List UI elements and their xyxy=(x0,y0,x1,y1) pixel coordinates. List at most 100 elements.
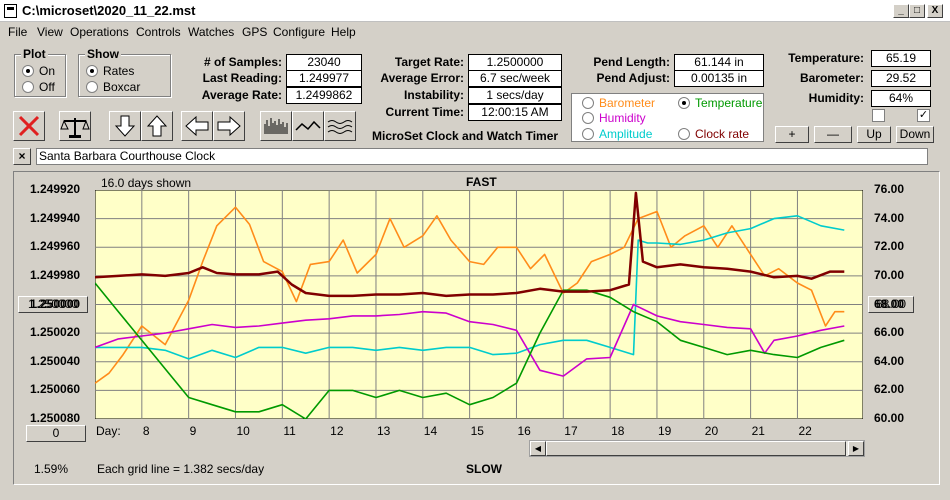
app-caption: MicroSet Clock and Watch Timer xyxy=(372,129,559,143)
right-y-tick: 62.00 xyxy=(874,382,905,397)
last-reading-label: Last Reading: xyxy=(202,71,282,85)
show-boxcar-radio[interactable] xyxy=(86,81,98,93)
plus-button[interactable]: + xyxy=(775,126,809,143)
pend-length-value[interactable]: 61.144 in xyxy=(674,54,764,71)
chart-scrollbar[interactable]: ◀ ▶ xyxy=(529,440,865,457)
x-day-tick: 10 xyxy=(236,424,250,438)
plot-off-radio[interactable] xyxy=(22,81,34,93)
right-y-tick: 76.00 xyxy=(874,182,905,196)
scroll-left-button[interactable] xyxy=(181,111,213,141)
barometer-value: 29.52 xyxy=(871,70,931,87)
rate-chart xyxy=(95,190,863,419)
left-y-tick: 1.249920 xyxy=(30,182,81,196)
show-boxcar-label: Boxcar xyxy=(103,80,141,94)
samples-value: 23040 xyxy=(286,54,362,71)
x-day-tick: 20 xyxy=(704,424,719,438)
arrow-right-icon xyxy=(217,115,241,137)
app-icon[interactable] xyxy=(4,4,17,18)
wave-icon xyxy=(327,120,353,134)
x-day-tick: 9 xyxy=(189,424,197,438)
minus-button[interactable]: — xyxy=(814,126,852,143)
scroll-left-arrow[interactable]: ◀ xyxy=(530,441,546,456)
line-chart-button[interactable] xyxy=(292,111,324,141)
temperature-radio[interactable] xyxy=(678,97,690,109)
clear-watch-button[interactable]: × xyxy=(13,148,31,165)
menu-file[interactable]: File xyxy=(8,25,28,39)
temperature-value: 65.19 xyxy=(871,50,931,67)
series-line xyxy=(95,303,845,377)
x-day-tick: 8 xyxy=(142,424,150,438)
scroll-right-arrow[interactable]: ▶ xyxy=(848,441,864,456)
up-button[interactable]: Up xyxy=(857,126,891,143)
balance-button[interactable] xyxy=(59,111,91,141)
left-y-tick: 1.250000 xyxy=(30,296,81,311)
x-day-tick: 13 xyxy=(376,424,391,438)
down-button[interactable]: Down xyxy=(896,126,934,143)
menu-gps[interactable]: GPS xyxy=(242,25,268,39)
show-rates-radio[interactable] xyxy=(86,65,98,77)
menu-controls[interactable]: Controls xyxy=(136,25,181,39)
wave-button[interactable] xyxy=(324,111,356,141)
arrow-left-icon xyxy=(185,115,209,137)
right-y-tick: 68.00 xyxy=(874,296,905,311)
average-rate-value: 1.2499862 xyxy=(286,87,362,104)
right-axis-button[interactable]: 68.00 xyxy=(868,296,914,313)
left-y-tick: 1.250020 xyxy=(30,325,81,340)
histogram-button[interactable] xyxy=(260,111,292,141)
scroll-right-button[interactable] xyxy=(213,111,245,141)
scroll-thumb[interactable] xyxy=(546,441,846,456)
window-title: C:\microset\2020_11_22.mst xyxy=(22,3,196,18)
temperature-option-label: Temperature xyxy=(695,96,763,110)
x-day-tick: 17 xyxy=(564,424,578,438)
watch-name-field[interactable]: Santa Barbara Courthouse Clock xyxy=(36,148,928,165)
current-time-label: Current Time: xyxy=(385,105,464,119)
plot-on-radio[interactable] xyxy=(22,65,34,77)
scroll-up-button[interactable] xyxy=(141,111,173,141)
series-line xyxy=(95,214,845,360)
menu-help[interactable]: Help xyxy=(331,25,356,39)
maximize-button[interactable]: □ xyxy=(909,4,925,18)
close-button[interactable]: X xyxy=(927,4,943,18)
barometer-radio[interactable] xyxy=(582,97,594,109)
fast-label: FAST xyxy=(466,175,497,189)
pend-adjust-label: Pend Adjust: xyxy=(596,71,670,85)
menu-view[interactable]: View xyxy=(37,25,63,39)
x-day-tick: 11 xyxy=(283,424,296,438)
stop-button[interactable] xyxy=(13,111,45,141)
left-y-tick: 1.249960 xyxy=(30,239,81,254)
target-rate-label: Target Rate: xyxy=(394,55,464,69)
left-y-tick: 1.249980 xyxy=(30,267,81,282)
menu-watches[interactable]: Watches xyxy=(188,25,235,39)
show-group-title: Show xyxy=(85,47,121,61)
bottom-left-button[interactable]: 0 xyxy=(26,425,86,442)
last-reading-value: 1.249977 xyxy=(286,70,362,87)
x-day-tick: 15 xyxy=(470,424,484,438)
clock-rate-option-label: Clock rate xyxy=(695,127,750,141)
menu-configure[interactable]: Configure xyxy=(273,25,326,39)
left-axis-button[interactable]: 1.250000 xyxy=(18,296,88,313)
barometer-option-label: Barometer xyxy=(599,96,656,110)
x-day-tick: 16 xyxy=(517,424,531,438)
right-y-tick: 66.00 xyxy=(874,325,905,340)
amplitude-radio[interactable] xyxy=(582,128,594,140)
menu-operations[interactable]: Operations xyxy=(70,25,129,39)
left-y-tick: 1.250060 xyxy=(30,382,81,397)
x-day-tick: 18 xyxy=(611,424,625,438)
target-rate-value[interactable]: 1.2500000 xyxy=(468,54,562,71)
temperature-label: Temperature: xyxy=(788,51,864,65)
humidity-radio[interactable] xyxy=(582,112,594,124)
series-line xyxy=(95,206,845,384)
minimize-button[interactable]: _ xyxy=(893,4,909,18)
right-y-tick: 72.00 xyxy=(874,239,905,254)
x-day-tick: 12 xyxy=(330,424,344,438)
checkbox-1[interactable] xyxy=(872,109,885,122)
scroll-down-button[interactable] xyxy=(109,111,141,141)
average-error-value: 6.7 sec/week xyxy=(468,70,562,87)
average-error-label: Average Error: xyxy=(380,71,464,85)
amplitude-option-label: Amplitude xyxy=(599,127,653,141)
grid-note: Each grid line = 1.382 secs/day xyxy=(97,462,265,476)
checkbox-2[interactable]: ✓ xyxy=(917,109,930,122)
plot-group: Plot On Off xyxy=(14,47,66,97)
clock-rate-radio[interactable] xyxy=(678,128,690,140)
plot-on-label: On xyxy=(39,64,56,78)
